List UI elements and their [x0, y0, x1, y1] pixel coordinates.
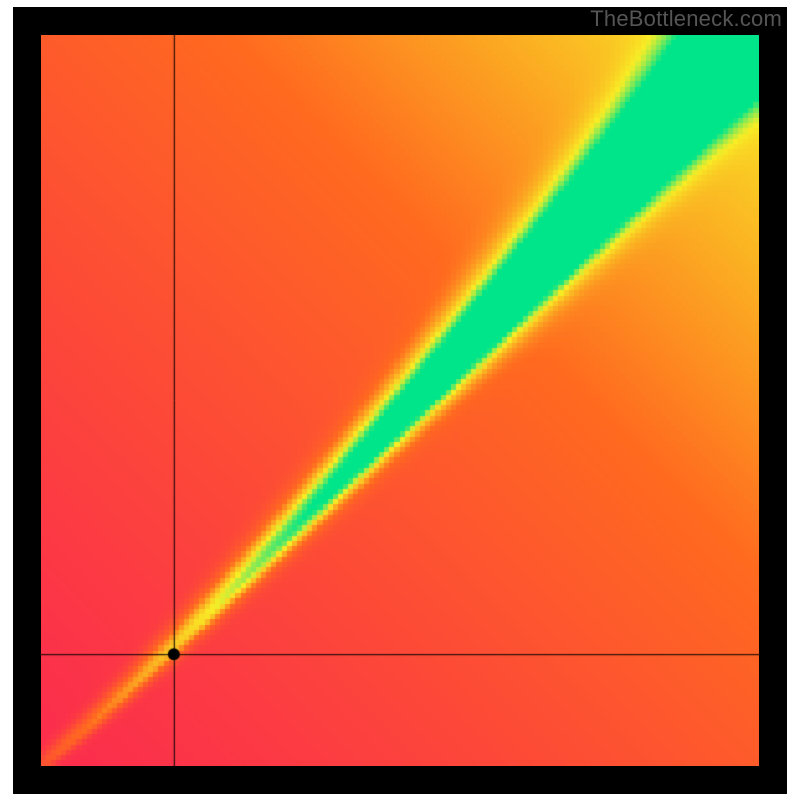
- chart-container: TheBottleneck.com: [0, 0, 800, 800]
- chart-frame: [13, 7, 787, 794]
- bottleneck-heatmap: [41, 35, 759, 766]
- watermark-label: TheBottleneck.com: [590, 6, 782, 32]
